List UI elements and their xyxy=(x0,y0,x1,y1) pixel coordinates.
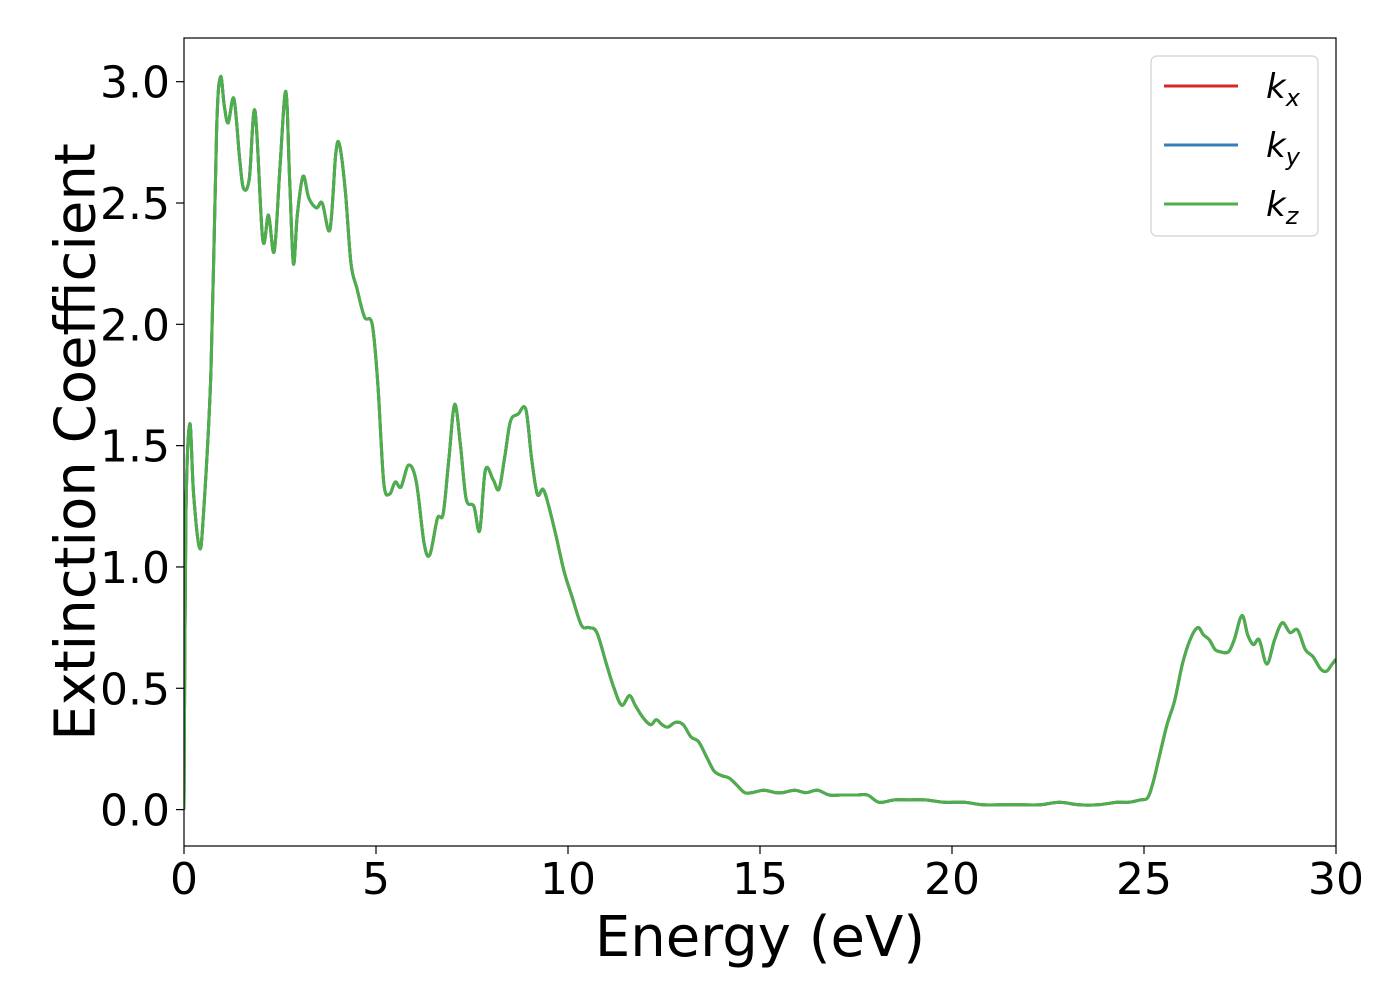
x-tick-label: 10 xyxy=(540,854,596,905)
y-axis: 0.0 0.5 1.0 1.5 2.0 2.5 3.0 xyxy=(100,58,184,837)
y-tick-label: 3.0 xyxy=(100,58,170,109)
x-tick-label: 20 xyxy=(924,854,980,905)
series-line-kz xyxy=(184,75,1336,810)
x-axis-title: Energy (eV) xyxy=(595,905,925,970)
y-tick-label: 0.0 xyxy=(100,786,170,837)
x-tick-label: 15 xyxy=(732,854,788,905)
y-tick-label: 2.0 xyxy=(100,300,170,351)
y-tick-label: 1.5 xyxy=(100,422,170,473)
legend: kx ky kz xyxy=(1150,55,1319,237)
y-tick-label: 1.0 xyxy=(100,543,170,594)
y-axis-title: Extinction Coefficient xyxy=(44,143,109,741)
x-tick-label: 25 xyxy=(1116,854,1172,905)
x-tick-label: 30 xyxy=(1308,854,1364,905)
legend-label-kz: kz xyxy=(1266,185,1300,230)
series-layer xyxy=(184,75,1336,810)
y-tick-label: 2.5 xyxy=(100,179,170,230)
x-axis: 0 5 10 15 20 25 30 xyxy=(170,846,1364,905)
x-tick-label: 5 xyxy=(362,854,390,905)
y-tick-label: 0.5 xyxy=(100,664,170,715)
x-tick-label: 0 xyxy=(170,854,198,905)
legend-label-kx: kx xyxy=(1266,67,1301,112)
legend-label-ky: ky xyxy=(1266,126,1301,171)
